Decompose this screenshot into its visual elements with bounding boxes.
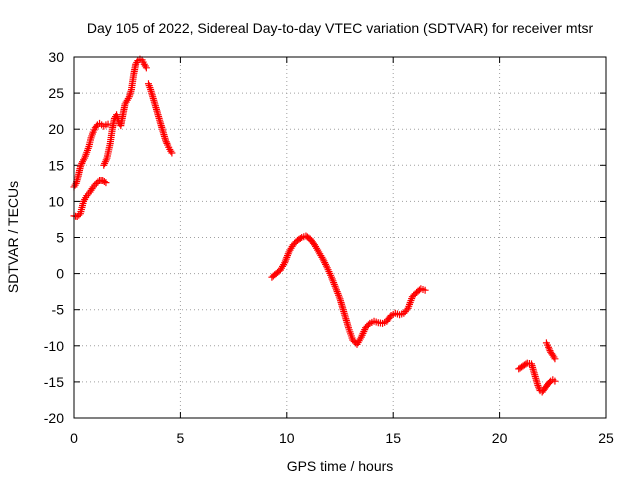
data-point — [322, 260, 330, 268]
x-tick-label: 10 — [279, 430, 295, 446]
data-point — [322, 262, 330, 270]
y-tick-label: 10 — [48, 193, 64, 209]
series-arc-2 — [100, 55, 150, 169]
y-tick-label: 30 — [48, 49, 64, 65]
data-point — [551, 377, 559, 385]
x-axis-label: GPS time / hours — [287, 458, 394, 474]
data-point — [100, 178, 108, 186]
x-tick-label: 20 — [492, 430, 508, 446]
data-point — [162, 136, 170, 144]
series-arc-6 — [542, 339, 559, 363]
y-tick-label: -20 — [44, 410, 64, 426]
plot-frame — [73, 56, 607, 419]
data-point — [403, 306, 411, 314]
y-tick-label: 5 — [56, 230, 64, 246]
data-point — [535, 383, 543, 391]
data-point — [162, 138, 170, 146]
series-arc-3 — [144, 80, 176, 157]
series-arc-5 — [515, 359, 559, 396]
data-point — [321, 259, 329, 267]
data-point — [168, 149, 176, 157]
data-point — [94, 178, 102, 186]
series-arc-4 — [268, 232, 429, 348]
y-tick-label: -10 — [44, 338, 64, 354]
y-tick-label: 25 — [48, 85, 64, 101]
y-tick-label: -5 — [52, 302, 65, 318]
data-point — [142, 64, 150, 72]
data-point — [77, 161, 85, 169]
y-tick-label: 0 — [56, 266, 64, 282]
data-point — [320, 257, 328, 265]
data-point — [296, 234, 304, 242]
x-tick-label: 5 — [177, 430, 185, 446]
x-tick-label: 25 — [598, 430, 614, 446]
data-point — [364, 321, 372, 329]
chart-title: Day 105 of 2022, Sidereal Day-to-day VTE… — [87, 20, 594, 36]
tick-labels: 0 5 10 15 20 25 -20 -15 -10 -5 0 5 10 15 20 25 30 — [44, 49, 614, 446]
data-point — [421, 286, 429, 294]
y-tick-label: 15 — [48, 157, 64, 173]
data-point — [545, 345, 553, 353]
data-point — [551, 355, 559, 363]
data-point — [545, 343, 553, 351]
data-series — [70, 55, 559, 396]
data-point — [102, 179, 110, 187]
y-tick-label: -15 — [44, 374, 64, 390]
y-axis-label: SDTVAR / TECUs — [5, 181, 21, 293]
data-point — [534, 382, 542, 390]
data-point — [163, 139, 171, 147]
data-point — [76, 163, 84, 171]
data-point — [319, 255, 327, 263]
y-tick-label: 20 — [48, 121, 64, 137]
x-tick-label: 15 — [385, 430, 401, 446]
x-tick-label: 0 — [70, 430, 78, 446]
